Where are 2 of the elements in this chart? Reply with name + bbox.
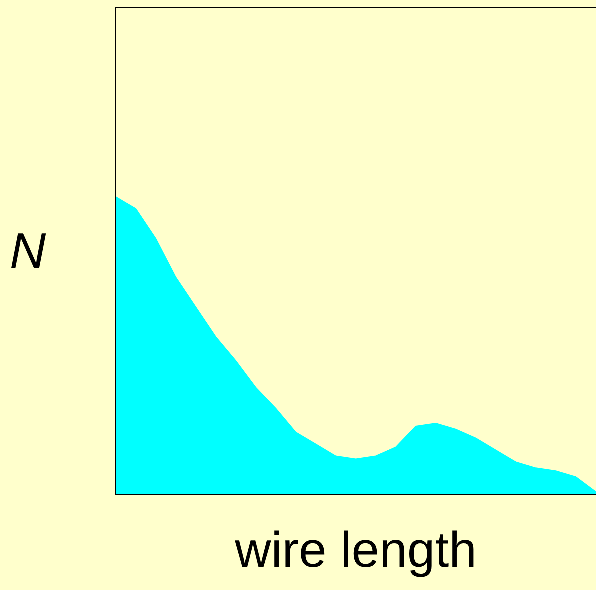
y-axis-title: N: [10, 222, 46, 280]
x-axis-title: wire length: [234, 521, 478, 580]
